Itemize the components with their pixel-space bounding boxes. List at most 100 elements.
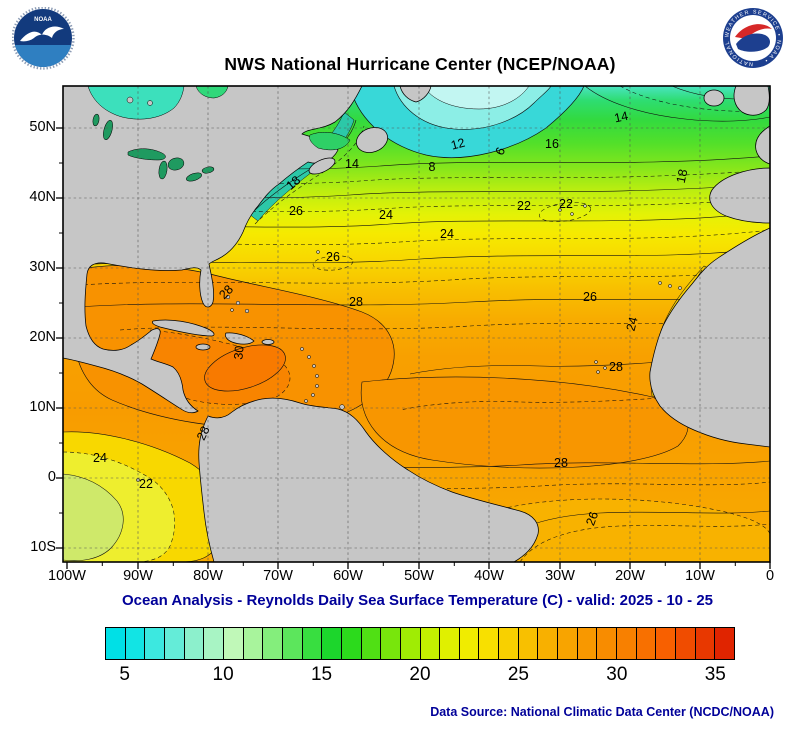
colorbar-cell	[577, 628, 598, 659]
colorbar-cell	[282, 628, 303, 659]
noaa-ocean	[14, 45, 72, 67]
x-tick-label: 40W	[474, 568, 504, 584]
colorbar-cell	[341, 628, 362, 659]
grid-lines	[63, 86, 770, 562]
colorbar-cell	[479, 628, 500, 659]
contour-label: 14	[613, 109, 630, 126]
contour-label: 24	[379, 208, 393, 222]
contour-label: 18	[674, 168, 691, 185]
hispaniola	[225, 332, 255, 345]
colorbar-cell	[656, 628, 677, 659]
contour-label: 24	[624, 315, 641, 332]
colorbar-cell	[125, 628, 146, 659]
nova-scotia	[308, 157, 336, 175]
colorbar-tick-label: 10	[212, 664, 234, 685]
contour-label: 26	[326, 250, 340, 264]
noaa-gull-icon	[20, 26, 64, 42]
ungava-bay	[195, 86, 229, 99]
contour-label: 24	[93, 451, 107, 465]
contour-label: 22	[139, 477, 153, 491]
colorbar-cell	[676, 628, 696, 659]
africa	[649, 227, 770, 448]
contour-label: 24	[440, 227, 454, 241]
colorbar-cell	[597, 628, 618, 659]
colorbar-tick-label: 25	[507, 664, 530, 685]
colorbar-cell	[636, 628, 657, 659]
colorbar-tick-label: 5	[119, 664, 130, 685]
colorbar-cell	[381, 628, 401, 659]
gulf-of-st-lawrence	[309, 132, 351, 151]
y-tick-label: 10N	[29, 399, 56, 415]
colorbar	[105, 627, 735, 660]
contour-label: 26	[289, 204, 303, 218]
colorbar-cell	[223, 628, 244, 659]
x-tick-label: 60W	[333, 568, 363, 584]
colorbar-cell	[263, 628, 283, 659]
colorbar-tick-label: 35	[704, 664, 726, 685]
colorbar-cell	[420, 628, 441, 659]
colorbar-cell	[617, 628, 637, 659]
contour-label: 28	[554, 456, 568, 470]
x-tick-label: 70W	[263, 568, 293, 584]
contour-label: 30	[231, 345, 246, 360]
colorbar-cell	[440, 628, 460, 659]
colorbar-tick-label: 30	[606, 664, 628, 685]
x-tick-label: 10W	[685, 568, 715, 584]
greenland-tip	[399, 86, 432, 103]
contour-label: 22	[517, 199, 531, 213]
pacific-coolest-patch	[63, 473, 124, 561]
contour-label: 16	[545, 137, 559, 151]
colorbar-cell	[145, 628, 165, 659]
y-tick-label: 20N	[29, 329, 56, 345]
x-tick-label: 0	[765, 568, 775, 584]
colorbar-tick-label: 20	[409, 664, 431, 685]
x-tick-label: 20W	[615, 568, 645, 584]
iberia	[709, 167, 770, 224]
colorbar-cell	[106, 628, 126, 659]
y-tick-label: 50N	[29, 119, 56, 135]
contour-label: 28	[194, 424, 213, 443]
colorbar-cell	[302, 628, 323, 659]
noaa-ring-text	[12, 7, 75, 70]
colorbar-cell	[558, 628, 578, 659]
axis-ticks	[56, 127, 771, 569]
noaa-logo-label: NOAA	[34, 17, 52, 23]
y-tick-label: 30N	[29, 259, 56, 275]
small-islands	[136, 204, 682, 482]
colorbar-cell	[204, 628, 224, 659]
map-frame	[62, 85, 771, 563]
x-tick-label: 50W	[404, 568, 434, 584]
colorbar-cell	[164, 628, 185, 659]
enclosed-waters	[87, 86, 351, 151]
south-america	[198, 397, 539, 562]
nws-blue-swoosh-icon	[736, 33, 770, 52]
colorbar-cell	[499, 628, 519, 659]
nws-red-swoosh-icon	[735, 24, 772, 39]
contour-label: 8	[429, 160, 436, 174]
nws-logo: NATIONAL WEATHER SERVICE • NOAA •	[723, 8, 783, 68]
colorbar-cell	[361, 628, 382, 659]
colorbar-tick-labels: 5 10 15 20 25 30 35	[105, 664, 735, 690]
colorbar-cell	[184, 628, 205, 659]
map-caption: Ocean Analysis - Reynolds Daily Sea Surf…	[121, 592, 714, 609]
colorbar-cell	[518, 628, 539, 659]
colorbar-tick-label: 15	[310, 664, 333, 685]
coldest-water-patch	[423, 86, 530, 110]
cuba	[152, 319, 215, 337]
tropical-28c-tongue	[360, 376, 689, 469]
contour-label: 26	[583, 510, 601, 528]
puerto-rico	[261, 339, 275, 345]
contour-label: 14	[345, 157, 359, 171]
colorbar-cell	[322, 628, 342, 659]
colorbar-cell	[243, 628, 264, 659]
hudson-bay	[87, 86, 185, 120]
ireland	[703, 89, 725, 107]
contour-label: 28	[349, 295, 363, 309]
jamaica	[195, 343, 211, 351]
contour-label: 22	[559, 197, 573, 211]
page-title: NWS National Hurricane Center (NCEP/NOAA…	[224, 54, 616, 74]
